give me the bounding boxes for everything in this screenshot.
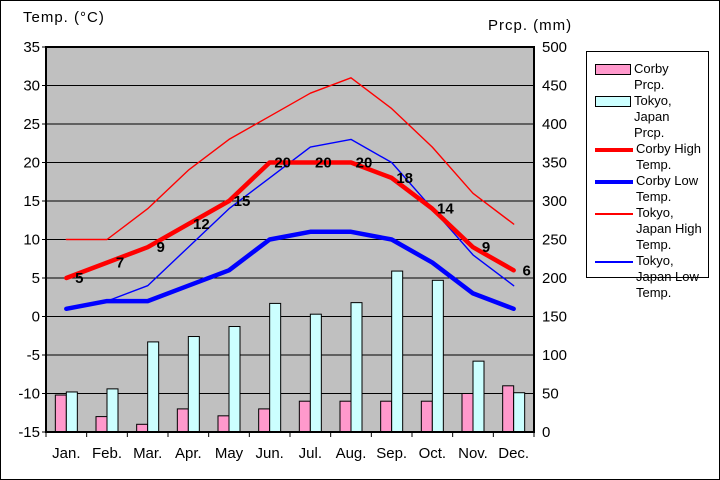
tokyo-japan-high-temp-line: [65, 77, 515, 241]
right-axis-tick-label: 500: [542, 39, 567, 56]
tokyo-prcp-bar: [350, 302, 363, 433]
legend-item-corby-low: Corby Low Temp.: [595, 173, 702, 205]
left-axis-tick-label: -15: [18, 424, 40, 441]
tokyo-prcp-bar: [309, 313, 322, 433]
legend-label: Corby Prcp.: [634, 61, 669, 92]
legend-label: Corby Low Temp.: [636, 173, 699, 204]
legend-box: Corby Prcp. Tokyo, Japan Prcp. Corby Hig…: [586, 51, 709, 300]
right-axis-tick-label: 250: [542, 232, 567, 249]
temp-point-label: 6: [522, 262, 530, 279]
right-axis-tick-label: 200: [542, 270, 567, 287]
corby-prcp-bar: [339, 400, 352, 433]
tokyo-low-line-icon: [595, 261, 633, 263]
corby-prcp-bar: [136, 423, 149, 433]
right-axis-tick-label: 0: [542, 424, 550, 441]
legend-label: Tokyo, Japan Prcp.: [634, 93, 672, 140]
corby-prcp-bar: [54, 394, 67, 433]
left-axis-tick-label: -10: [18, 386, 40, 403]
temp-point-label: 9: [156, 239, 164, 256]
corby-prcp-bar: [176, 408, 189, 433]
corby-low-line-icon: [595, 180, 633, 184]
tokyo-prcp-bar: [228, 326, 241, 433]
corby-prcp-bar: [217, 415, 230, 433]
legend-item-tokyo-prcp: Tokyo, Japan Prcp.: [595, 93, 702, 141]
left-axis-title: Temp. (°C): [23, 9, 105, 26]
legend-item-tokyo-high: Tokyo, Japan High Temp.: [595, 205, 702, 253]
corby-high-temp-line: [64, 160, 516, 281]
right-axis-tick-label: 350: [542, 155, 567, 172]
tokyo-prcp-bar: [269, 302, 282, 433]
left-axis-tick-label: 10: [23, 232, 40, 249]
left-axis-tick-label: 30: [23, 78, 40, 95]
corby-prcp-bar: [502, 385, 515, 433]
corby-prcp-swatch-icon: [595, 64, 631, 75]
right-axis-tick-label: 50: [542, 386, 559, 403]
corby-prcp-bar: [420, 400, 433, 433]
left-axis-tick-label: -5: [27, 347, 40, 364]
right-axis-tick-label: 400: [542, 116, 567, 133]
month-label: Apr.: [175, 445, 202, 462]
month-label: Feb.: [92, 445, 122, 462]
month-label: Dec.: [498, 445, 529, 462]
right-axis-tick-label: 300: [542, 193, 567, 210]
left-axis-tick-label: 0: [32, 309, 40, 326]
temp-point-label: 20: [315, 155, 332, 172]
tokyo-prcp-swatch-icon: [595, 96, 631, 107]
right-axis-tick-label: 100: [542, 347, 567, 364]
temp-point-label: 14: [437, 201, 454, 218]
month-label: Nov.: [458, 445, 488, 462]
month-label: Sep.: [376, 445, 407, 462]
left-axis-tick-label: 5: [32, 270, 40, 287]
temp-point-label: 9: [482, 239, 490, 256]
tokyo-prcp-bar: [147, 341, 160, 433]
month-label: Mar.: [133, 445, 162, 462]
month-label: Oct.: [419, 445, 447, 462]
tokyo-prcp-bar: [187, 336, 200, 433]
temp-point-label: 20: [274, 155, 291, 172]
temp-point-label: 15: [234, 193, 251, 210]
left-axis-tick-label: 20: [23, 155, 40, 172]
temp-point-label: 7: [116, 255, 124, 272]
month-label: Aug.: [336, 445, 367, 462]
right-axis-title: Prcp. (mm): [488, 17, 573, 34]
legend-item-corby-high: Corby High Temp.: [595, 141, 702, 173]
legend-label: Tokyo, Japan Low Temp.: [636, 253, 699, 300]
temp-point-label: 20: [356, 155, 373, 172]
temp-point-label: 12: [193, 216, 210, 233]
tokyo-prcp-bar: [106, 388, 119, 433]
month-label: May: [215, 445, 244, 462]
month-label: Jun.: [255, 445, 283, 462]
right-axis-tick-label: 150: [542, 309, 567, 326]
legend-item-tokyo-low: Tokyo, Japan Low Temp.: [595, 253, 702, 301]
month-label: Jan.: [52, 445, 80, 462]
left-axis-tick-label: 15: [23, 193, 40, 210]
left-axis-tick-label: 35: [23, 39, 40, 56]
corby-prcp-bar: [95, 416, 108, 433]
tokyo-prcp-bar: [65, 391, 78, 433]
right-axis-tick-label: 450: [542, 78, 567, 95]
month-label: Jul.: [299, 445, 322, 462]
temp-point-label: 18: [396, 170, 413, 187]
tokyo-prcp-bar: [472, 360, 485, 433]
legend-label: Corby High Temp.: [636, 141, 702, 172]
corby-prcp-bar: [298, 400, 311, 433]
corby-high-line-icon: [595, 148, 633, 152]
tokyo-prcp-bar: [391, 270, 404, 433]
corby-prcp-bar: [380, 400, 393, 433]
temp-point-label: 5: [75, 270, 83, 287]
legend-item-corby-prcp: Corby Prcp.: [595, 61, 702, 93]
left-axis-tick-label: 25: [23, 116, 40, 133]
corby-low-temp-line: [64, 229, 516, 312]
tokyo-high-line-icon: [595, 213, 633, 215]
tokyo-prcp-bar: [431, 279, 444, 433]
tokyo-prcp-bar: [513, 392, 526, 433]
corby-prcp-bar: [258, 408, 271, 433]
legend-label: Tokyo, Japan High Temp.: [636, 205, 702, 252]
corby-prcp-bar: [461, 393, 474, 433]
